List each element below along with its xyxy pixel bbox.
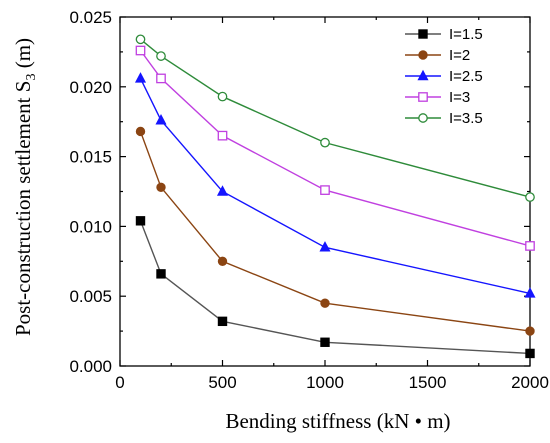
legend-label: I=3.5 (449, 110, 483, 127)
data-point (156, 51, 166, 61)
data-point (134, 72, 147, 83)
legend-marker (418, 50, 428, 60)
legend-label: I=2.5 (449, 68, 483, 85)
series-line (139, 131, 531, 332)
y-axis-title-subscript: 3 (24, 74, 39, 81)
x-axis-title: Bending stiffness (kN • m) (225, 409, 450, 433)
legend-marker (418, 29, 428, 39)
x-tick-label: 500 (208, 373, 236, 392)
legend-marker (417, 69, 429, 81)
data-point (524, 287, 536, 298)
y-axis-title-unit: (m) (11, 38, 35, 74)
data-point (525, 192, 535, 202)
series-4 (135, 45, 535, 251)
legend-label: I=1.5 (449, 26, 483, 43)
data-point (155, 114, 167, 125)
data-point (319, 241, 331, 252)
y-tick-label: 0.015 (69, 148, 112, 167)
legend-item: I=3.5 (405, 110, 483, 127)
legend-label: I=3 (449, 89, 470, 106)
series-2 (135, 126, 535, 336)
data-point (525, 348, 535, 359)
y-tick-label: 0.025 (69, 8, 112, 27)
data-point (320, 337, 330, 347)
data-point (217, 316, 228, 327)
data-point (525, 326, 535, 336)
legend-item: I=2.5 (405, 68, 483, 85)
data-point (216, 185, 229, 196)
data-point (156, 269, 166, 279)
x-tick-label: 2000 (511, 373, 549, 392)
legend-item: I=1.5 (405, 26, 483, 43)
data-point (135, 34, 146, 45)
y-tick-label: 0.000 (69, 357, 112, 376)
data-point (320, 137, 330, 148)
y-axis-title-main: Post-construction settlement S (11, 81, 35, 336)
legend-marker (418, 92, 428, 102)
data-point (320, 185, 330, 195)
data-point (135, 216, 146, 226)
data-point (320, 298, 330, 308)
series-line (139, 220, 531, 355)
y-tick-label: 0.005 (69, 287, 112, 306)
data-point (217, 130, 228, 141)
x-tick-label: 1500 (409, 373, 447, 392)
legend-marker (418, 113, 428, 123)
series-3 (134, 72, 536, 298)
y-tick-label: 0.010 (69, 217, 112, 236)
series-layer (134, 34, 536, 359)
data-point (217, 91, 228, 102)
series-1 (135, 216, 535, 359)
x-tick-label: 0 (115, 373, 124, 392)
data-point (156, 182, 166, 193)
legend: I=1.5 I=2 I=2.5 I=3 I=3.5 (405, 26, 483, 127)
y-tick-label: 0.020 (69, 78, 112, 97)
data-point (525, 241, 535, 251)
data-point (217, 256, 228, 266)
series-5 (135, 34, 535, 202)
y-axis-title: Post-construction settlement S3 (m) (11, 38, 39, 336)
data-point (156, 73, 166, 84)
x-tick-label: 1000 (306, 373, 344, 392)
legend-item: I=2 (405, 47, 470, 64)
legend-item: I=3 (405, 89, 470, 106)
axes: 0 500 1000 1500 2000 0.000 0.005 0.010 0.015 0.02… (69, 8, 548, 392)
data-point (135, 126, 146, 137)
data-point (135, 45, 146, 56)
legend-label: I=2 (449, 47, 470, 64)
